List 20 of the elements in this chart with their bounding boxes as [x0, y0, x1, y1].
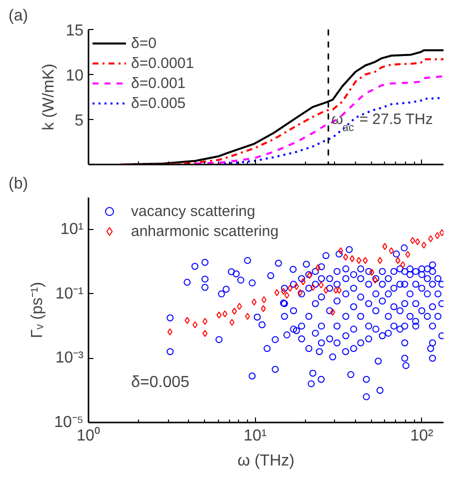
annotation: δ=0.005: [131, 374, 190, 391]
legend-label: vacancy scattering: [131, 202, 256, 220]
legend-label: δ=0.001: [131, 74, 186, 92]
y-tick-label: 10: [66, 68, 84, 84]
legend-label: δ=0.0001: [131, 54, 194, 72]
y-tick-label: 10¹: [60, 221, 84, 238]
x-tick-label: 10²: [410, 428, 434, 444]
chart-title: (a): [8, 8, 28, 24]
legend-label: anharmonic scattering: [131, 222, 279, 240]
y-axis-title: Γᵥ (ps⁻¹): [29, 282, 46, 338]
y-tick-label: 10⁻³: [55, 350, 84, 367]
y-tick-label: 5: [74, 112, 84, 130]
y-axis-title: k (W/mK): [40, 64, 58, 130]
legend-label: δ=0: [131, 34, 156, 52]
chart-title: (b): [8, 176, 28, 192]
x-axis-title: ω (THz): [238, 452, 294, 470]
y-tick-label: 10⁻¹: [55, 285, 84, 302]
legend-label: δ=0.005: [131, 94, 186, 112]
y-tick-label: 15: [66, 22, 84, 40]
x-tick-label: 10¹: [244, 428, 267, 444]
